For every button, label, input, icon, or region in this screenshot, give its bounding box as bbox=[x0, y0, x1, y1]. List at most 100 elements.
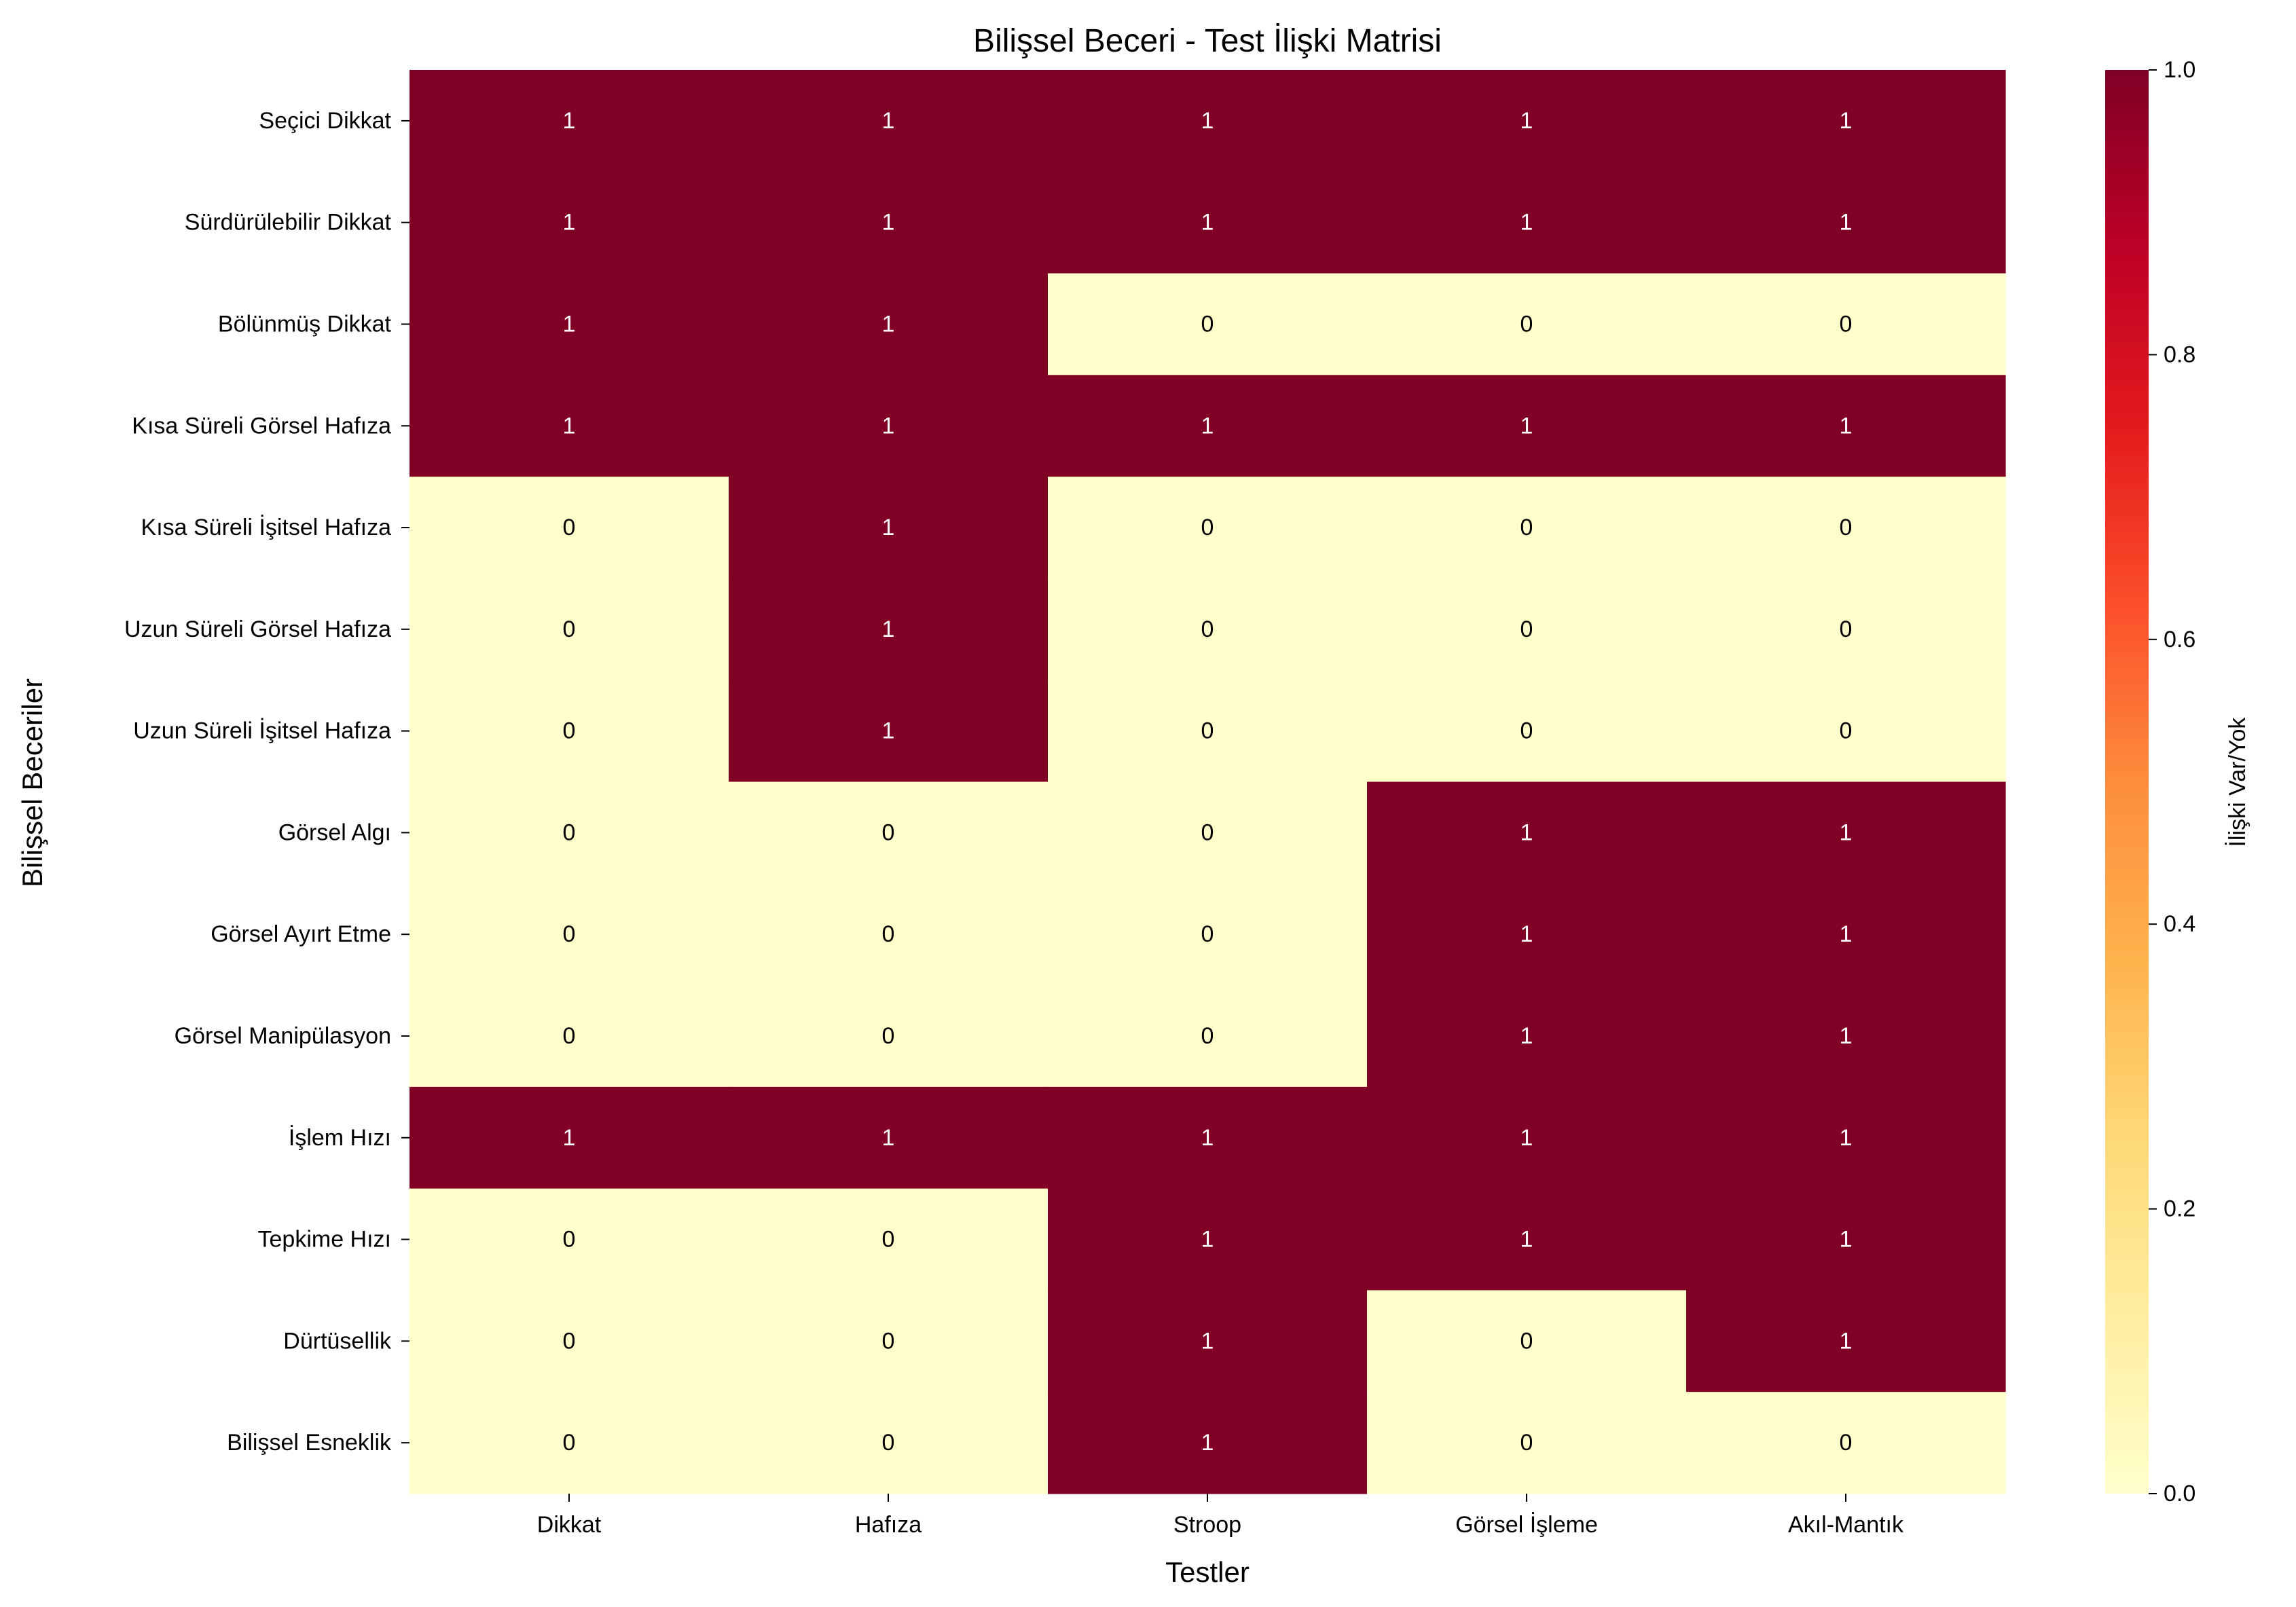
cell-value-label: 0 bbox=[1520, 311, 1533, 337]
colorbar-gradient bbox=[2105, 70, 2149, 1494]
heatmap-cell bbox=[1686, 70, 2006, 172]
y-tick-label: Bölünmüş Dikkat bbox=[218, 311, 392, 337]
heatmap-cell bbox=[1048, 477, 1368, 579]
cell-value-label: 0 bbox=[563, 1430, 576, 1456]
heatmap-cell bbox=[1048, 1188, 1368, 1291]
cell-value-label: 0 bbox=[1840, 1430, 1853, 1456]
cell-value-label: 1 bbox=[1840, 1125, 1853, 1151]
colorbar-tick-label: 0.4 bbox=[2164, 911, 2195, 937]
heatmap-cell bbox=[409, 1188, 729, 1291]
heatmap-cell bbox=[1686, 1086, 2006, 1189]
cell-value-label: 0 bbox=[1520, 616, 1533, 642]
cell-value-label: 0 bbox=[1520, 1430, 1533, 1456]
x-axis-label: Testler bbox=[1165, 1556, 1250, 1588]
heatmap-cell bbox=[1367, 1188, 1687, 1291]
cell-value-label: 0 bbox=[1201, 515, 1214, 540]
heatmap-cell bbox=[729, 1392, 1049, 1494]
x-tick-label: Görsel İşleme bbox=[1455, 1512, 1598, 1538]
heatmap-cell bbox=[1686, 680, 2006, 783]
cell-value-label: 1 bbox=[1840, 1023, 1853, 1049]
cell-value-label: 1 bbox=[1201, 1430, 1214, 1456]
cell-value-label: 0 bbox=[563, 718, 576, 744]
cell-value-label: 1 bbox=[1520, 413, 1533, 439]
y-tick-label: İşlem Hızı bbox=[289, 1125, 391, 1151]
cell-value-label: 0 bbox=[1520, 718, 1533, 744]
colorbar-tick-label: 0.8 bbox=[2164, 341, 2195, 367]
y-tick-label: Sürdürülebilir Dikkat bbox=[185, 210, 392, 236]
cell-value-label: 0 bbox=[1201, 921, 1214, 947]
heatmap-cell bbox=[1367, 883, 1687, 986]
heatmap-cell bbox=[729, 375, 1049, 477]
cell-value-label: 0 bbox=[1201, 819, 1214, 845]
cell-value-label: 0 bbox=[1840, 515, 1853, 540]
heatmap-cell bbox=[1048, 70, 1368, 172]
heatmap-cell bbox=[1048, 171, 1368, 274]
heatmap-cell bbox=[409, 781, 729, 884]
cell-value-label: 1 bbox=[1840, 108, 1853, 134]
y-axis-ticks: Seçici Dikkat Sürdürülebilir Dikkat Bölünm… bbox=[124, 108, 409, 1456]
cell-value-label: 1 bbox=[1840, 921, 1853, 947]
heatmap-cell bbox=[1048, 781, 1368, 884]
colorbar-tick-label: 0.0 bbox=[2164, 1481, 2195, 1507]
heatmap-cell bbox=[729, 985, 1049, 1088]
cell-value-label: 1 bbox=[563, 413, 576, 439]
x-tick-label: Akıl-Mantık bbox=[1788, 1512, 1904, 1538]
y-tick-label: Dürtüsellik bbox=[283, 1328, 392, 1354]
cell-value-label: 0 bbox=[563, 1328, 576, 1354]
heatmap-cell bbox=[729, 171, 1049, 274]
cell-value-label: 0 bbox=[1520, 1328, 1533, 1354]
cell-value-label: 1 bbox=[1201, 1125, 1214, 1151]
cell-value-label: 1 bbox=[563, 1125, 576, 1151]
cell-value-label: 0 bbox=[563, 515, 576, 540]
x-axis-ticks: Dikkat Hafıza Stroop Görsel İşleme Akıl-Mant… bbox=[537, 1494, 1904, 1538]
cell-value-label: 0 bbox=[1201, 718, 1214, 744]
y-tick-label: Tepkime Hızı bbox=[258, 1227, 392, 1253]
heatmap-cell bbox=[1686, 1188, 2006, 1291]
cell-value-label: 1 bbox=[1840, 819, 1853, 845]
cell-value-label: 1 bbox=[1840, 413, 1853, 439]
colorbar-tick-label: 1.0 bbox=[2164, 57, 2195, 83]
colorbar-tick-label: 0.2 bbox=[2164, 1196, 2195, 1222]
heatmap-cell bbox=[409, 883, 729, 986]
cell-value-label: 1 bbox=[882, 1125, 895, 1151]
cell-value-label: 0 bbox=[563, 1023, 576, 1049]
x-tick-label: Hafıza bbox=[855, 1512, 922, 1538]
cell-value-label: 1 bbox=[882, 616, 895, 642]
cell-value-label: 0 bbox=[1840, 718, 1853, 744]
cell-value-label: 1 bbox=[1840, 210, 1853, 236]
heatmap-cell bbox=[729, 70, 1049, 172]
heatmap-cell bbox=[1686, 985, 2006, 1088]
heatmap-cell bbox=[409, 477, 729, 579]
cell-value-label: 1 bbox=[1201, 1227, 1214, 1253]
cell-value-label: 1 bbox=[1201, 108, 1214, 134]
cell-value-label: 0 bbox=[1201, 1023, 1214, 1049]
y-tick-label: Uzun Süreli İşitsel Hafıza bbox=[133, 718, 391, 744]
cell-value-label: 1 bbox=[1520, 108, 1533, 134]
cell-value-label: 0 bbox=[563, 819, 576, 845]
heatmap-cell bbox=[409, 273, 729, 375]
heatmap-cell bbox=[1367, 985, 1687, 1088]
heatmap-cell bbox=[729, 1290, 1049, 1392]
heatmap-cell bbox=[729, 578, 1049, 681]
cell-value-label: 1 bbox=[1201, 210, 1214, 236]
y-tick-label: Kısa Süreli İşitsel Hafıza bbox=[141, 515, 392, 540]
y-axis-label: Bilişsel Beceriler bbox=[16, 678, 48, 887]
cell-value-label: 1 bbox=[563, 210, 576, 236]
heatmap-cell bbox=[729, 273, 1049, 375]
cell-value-label: 0 bbox=[563, 1227, 576, 1253]
cell-value-label: 0 bbox=[882, 1328, 895, 1354]
heatmap-cell bbox=[1048, 578, 1368, 681]
cell-value-label: 0 bbox=[1520, 515, 1533, 540]
heatmap-cell bbox=[729, 1188, 1049, 1291]
cell-value-label: 1 bbox=[1840, 1227, 1853, 1253]
heatmap-cell bbox=[1367, 273, 1687, 375]
heatmap-cell bbox=[409, 171, 729, 274]
heatmap-cell bbox=[1367, 680, 1687, 783]
cell-value-label: 0 bbox=[882, 921, 895, 947]
heatmap-cell bbox=[729, 680, 1049, 783]
y-tick-label: Seçici Dikkat bbox=[259, 108, 391, 134]
heatmap-cells bbox=[409, 70, 2006, 1494]
heatmap-cell bbox=[1367, 1290, 1687, 1392]
heatmap-cell bbox=[409, 1392, 729, 1494]
